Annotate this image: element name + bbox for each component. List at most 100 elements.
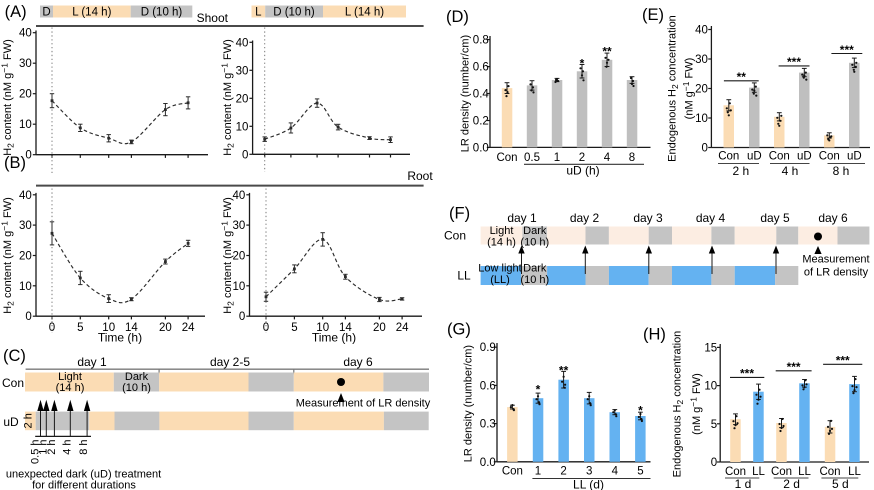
svg-text:5 d: 5 d: [832, 477, 849, 490]
svg-text:Dark: Dark: [125, 371, 149, 383]
svg-text:LL (d): LL (d): [573, 478, 604, 490]
svg-text:2 h: 2 h: [46, 440, 58, 455]
svg-text:(D): (D): [446, 8, 469, 26]
svg-text:LR density (number/cm): LR density (number/cm): [463, 345, 475, 462]
svg-text:0.0: 0.0: [473, 142, 489, 154]
svg-text:4 h: 4 h: [62, 440, 74, 455]
svg-text:***: ***: [740, 367, 754, 381]
svg-text:20: 20: [19, 251, 32, 263]
svg-text:L (14 h): L (14 h): [345, 7, 384, 19]
svg-text:20: 20: [373, 322, 386, 334]
svg-text:*: *: [580, 57, 585, 71]
svg-text:(nM g−1 FW): (nM g−1 FW): [689, 373, 704, 435]
svg-text:day 1: day 1: [507, 211, 537, 225]
svg-text:8 h: 8 h: [833, 164, 850, 178]
svg-text:2: 2: [560, 466, 566, 478]
svg-text:40: 40: [233, 190, 246, 202]
svg-text:Low light: Low light: [478, 263, 521, 275]
svg-text:0.5: 0.5: [524, 152, 540, 164]
svg-text:D: D: [42, 7, 50, 19]
svg-text:8 h: 8 h: [78, 440, 90, 455]
svg-text:24: 24: [182, 322, 195, 334]
svg-text:0: 0: [242, 149, 248, 161]
svg-text:0: 0: [711, 457, 717, 469]
svg-text:5: 5: [637, 466, 643, 478]
svg-text:**: **: [737, 70, 747, 84]
svg-text:20: 20: [236, 93, 249, 105]
svg-text:day 6: day 6: [343, 355, 373, 369]
svg-text:uD: uD: [847, 151, 862, 163]
svg-text:14: 14: [125, 322, 138, 334]
svg-text:30: 30: [695, 54, 708, 66]
svg-text:40: 40: [19, 190, 32, 202]
svg-text:Con: Con: [502, 466, 523, 478]
svg-text:***: ***: [836, 354, 850, 368]
svg-text:LR density (number/cm): LR density (number/cm): [460, 35, 472, 152]
svg-text:day 1: day 1: [77, 355, 107, 369]
svg-text:0: 0: [49, 322, 55, 334]
svg-text:Con: Con: [819, 151, 840, 163]
svg-text:Light: Light: [58, 371, 82, 383]
svg-text:(E): (E): [642, 6, 664, 24]
svg-text:LL: LL: [798, 466, 811, 478]
svg-text:day 4: day 4: [696, 211, 726, 225]
svg-text:Con: Con: [769, 151, 790, 163]
svg-text:Con: Con: [444, 229, 466, 243]
svg-text:20: 20: [159, 322, 172, 334]
svg-text:10: 10: [236, 121, 249, 133]
svg-text:day 2: day 2: [570, 211, 600, 225]
svg-text:uD (h): uD (h): [566, 164, 599, 178]
svg-text:1 d: 1 d: [735, 477, 752, 490]
svg-text:40: 40: [19, 28, 32, 40]
svg-text:5: 5: [711, 419, 717, 431]
svg-text:***: ***: [787, 55, 801, 69]
svg-text:5: 5: [291, 322, 297, 334]
svg-text:Measurement: Measurement: [802, 254, 869, 266]
svg-text:for different durations: for different durations: [32, 480, 136, 490]
svg-text:(14 h): (14 h): [487, 237, 516, 249]
svg-text:(G): (G): [447, 321, 471, 339]
svg-text:30: 30: [233, 220, 246, 232]
svg-text:L: L: [255, 7, 262, 19]
svg-text:(14 h): (14 h): [56, 382, 85, 394]
svg-text:0.8: 0.8: [473, 35, 489, 47]
svg-text:D (10 h): D (10 h): [141, 7, 183, 19]
svg-text:0.3: 0.3: [480, 419, 496, 431]
svg-text:0: 0: [263, 322, 269, 334]
svg-text:20: 20: [695, 84, 708, 96]
svg-text:(C): (C): [3, 347, 26, 365]
svg-text:(10 h): (10 h): [122, 382, 151, 394]
svg-text:LL: LL: [848, 466, 861, 478]
svg-text:Shoot: Shoot: [197, 11, 229, 25]
svg-text:Dark: Dark: [523, 225, 547, 237]
svg-text:LL: LL: [752, 466, 765, 478]
svg-text:24: 24: [396, 322, 409, 334]
svg-text:0.6: 0.6: [480, 380, 496, 392]
svg-text:day 2-5: day 2-5: [210, 355, 250, 369]
svg-text:D (10 h): D (10 h): [273, 7, 315, 19]
svg-text:of LR density: of LR density: [804, 267, 869, 279]
svg-text:Light: Light: [490, 225, 514, 237]
svg-text:0.2: 0.2: [473, 116, 489, 128]
svg-text:H2 content (nM g−1 FW): H2 content (nM g−1 FW): [0, 39, 16, 156]
svg-text:5: 5: [77, 322, 83, 334]
svg-text:**: **: [602, 45, 612, 59]
svg-text:0: 0: [239, 311, 245, 323]
svg-text:(nM g−1 FW): (nM g−1 FW): [681, 58, 696, 120]
svg-text:20: 20: [233, 251, 246, 263]
svg-text:4: 4: [604, 152, 611, 164]
svg-text:0: 0: [25, 150, 31, 162]
svg-text:1: 1: [554, 152, 560, 164]
svg-text:(B): (B): [4, 154, 26, 172]
svg-text:(F): (F): [449, 205, 470, 223]
svg-text:0.4: 0.4: [473, 89, 490, 101]
svg-text:LL: LL: [457, 269, 471, 283]
svg-text:Time (h): Time (h): [98, 331, 142, 345]
svg-text:Endogenous H2 concentration: Endogenous H2 concentration: [672, 331, 686, 478]
svg-text:30: 30: [236, 65, 249, 77]
svg-text:H2 content (nM g−1 FW): H2 content (nM g−1 FW): [220, 39, 236, 156]
svg-text:10: 10: [19, 119, 32, 131]
svg-text:Con: Con: [496, 152, 517, 164]
svg-text:0: 0: [701, 143, 707, 155]
svg-text:Endogenous H2 concentration: Endogenous H2 concentration: [667, 15, 681, 162]
